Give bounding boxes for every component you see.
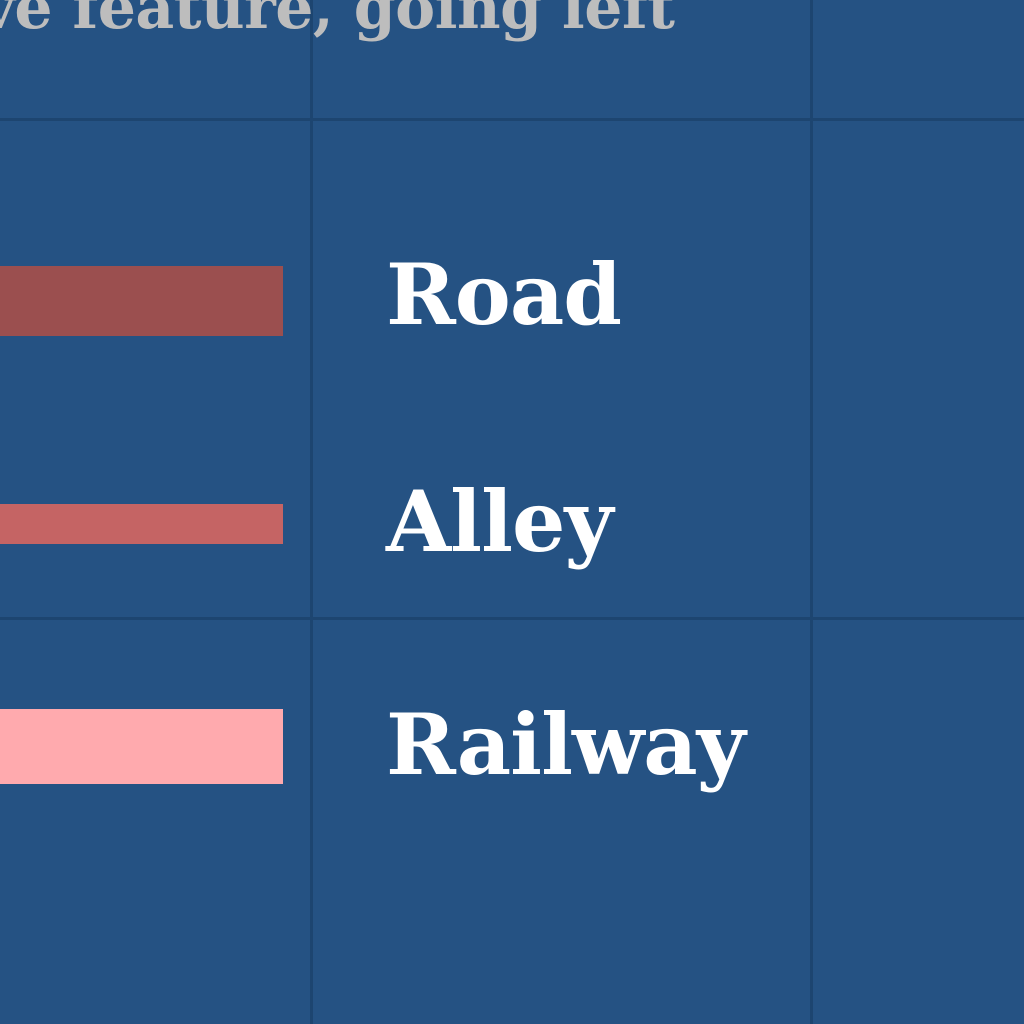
alley-label: Alley [386, 472, 613, 571]
road-swatch [0, 266, 283, 336]
legend-header: ve feature, going left [0, 0, 675, 43]
grid-line-horizontal [0, 118, 1024, 121]
railway-swatch [0, 709, 283, 784]
alley-swatch [0, 504, 283, 544]
grid-line-horizontal [0, 617, 1024, 620]
railway-label: Railway [386, 695, 746, 794]
road-label: Road [386, 245, 622, 344]
grid-line-vertical [810, 0, 813, 1024]
grid-line-vertical [310, 0, 313, 1024]
